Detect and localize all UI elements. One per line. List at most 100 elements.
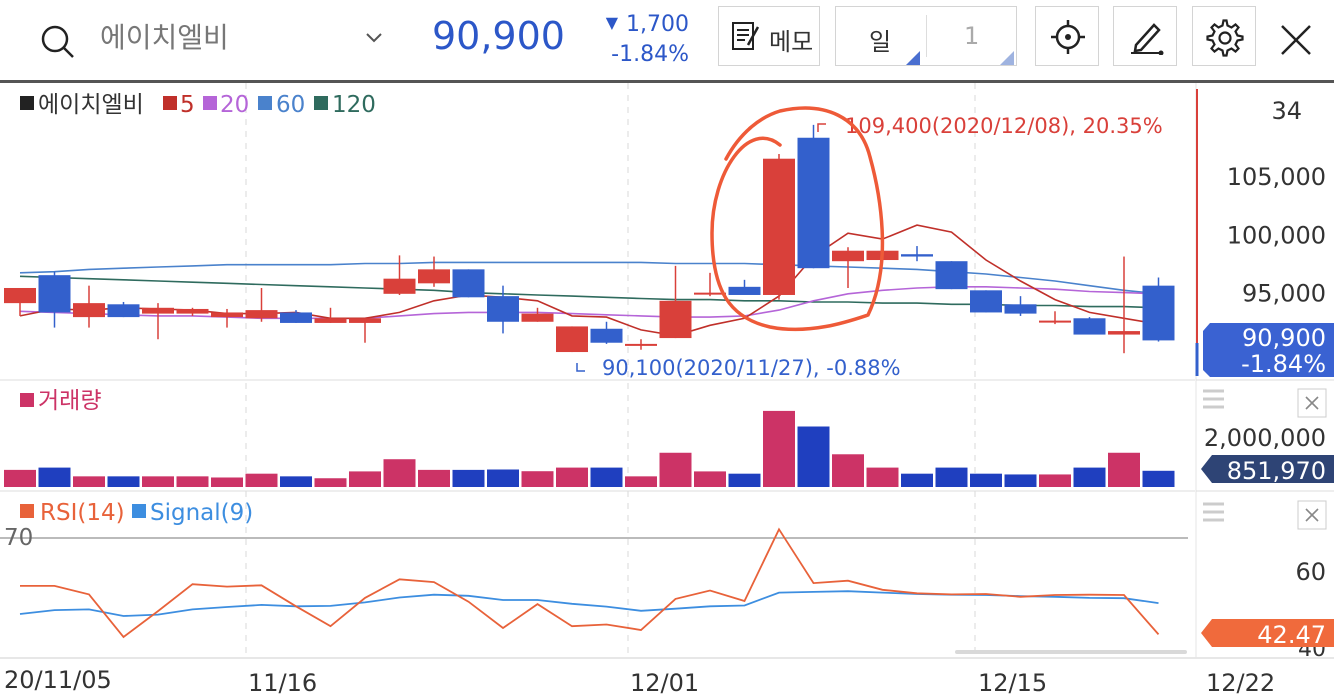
candle	[625, 339, 657, 350]
period-selector[interactable]: 일 1	[835, 6, 1017, 66]
legend-ma20: 20	[220, 92, 249, 118]
candle	[832, 247, 864, 288]
candle	[659, 265, 692, 339]
legend-swatch-volume	[20, 393, 34, 407]
volume-bar	[176, 476, 209, 487]
ma60-line	[19, 261, 1159, 295]
rsi-pane-close-button[interactable]	[1297, 500, 1327, 530]
legend-swatch-ma120	[314, 96, 328, 110]
volume-bar	[314, 478, 347, 487]
volume-bar	[590, 467, 623, 487]
volume-bar	[728, 473, 761, 487]
volume-pane-handle[interactable]	[1203, 389, 1224, 409]
x-tick-label: 20/11/05	[4, 666, 112, 694]
low-annotation: 90,100(2020/11/27), -0.88%	[576, 356, 901, 380]
stock-chart[interactable]: 에이치엘비 5 20 60 120 거래량 RSI(14) Signal(9) …	[0, 83, 1334, 700]
settings-button[interactable]	[1192, 6, 1256, 66]
annotation-circle	[710, 106, 885, 332]
volume-y-tick-label: 2,000,000	[1204, 424, 1326, 452]
legend-volume: 거래량	[38, 388, 101, 414]
high-annotation: 109,400(2020/12/08), 20.35%	[817, 114, 1163, 138]
candle	[107, 301, 140, 318]
candle	[1142, 277, 1175, 342]
change-percent: -1.84%	[611, 42, 689, 67]
crosshair-icon	[1051, 20, 1085, 54]
volume-bar	[1142, 470, 1175, 487]
volume-bar	[866, 467, 899, 487]
volume-series	[4, 410, 1175, 487]
last-change-value: -1.84%	[1241, 350, 1326, 378]
candle	[4, 287, 36, 316]
candle	[1039, 311, 1071, 325]
price-axis: 34 105,000 100,000 95,000	[1227, 97, 1326, 308]
candle	[349, 318, 381, 343]
candle	[694, 272, 726, 297]
volume-bar	[1004, 474, 1037, 487]
y-tick-label: 95,000	[1242, 280, 1326, 308]
candle	[556, 326, 588, 353]
high-annotation-label: 109,400(2020/12/08), 20.35%	[845, 114, 1163, 138]
x-axis: 20/11/05 11/16 12/01 12/15 12/22	[4, 666, 1275, 697]
period-type[interactable]: 일	[869, 28, 892, 56]
legend-ma60: 60	[276, 92, 305, 118]
volume-bar	[142, 476, 174, 487]
volume-bar	[487, 469, 519, 487]
legend-swatch-ma20	[203, 96, 217, 110]
close-icon[interactable]	[1278, 22, 1314, 58]
rsi-legend: RSI(14) Signal(9)	[20, 500, 253, 526]
volume-bar	[521, 471, 554, 487]
legend-swatch-ma60	[258, 96, 272, 110]
legend-signal: Signal(9)	[150, 500, 253, 526]
candle	[314, 307, 347, 323]
volume-bar	[245, 473, 278, 487]
volume-bar	[935, 467, 968, 487]
rsi-level-label: 70	[4, 525, 33, 551]
last-rsi-badge: 42.47	[1201, 619, 1334, 649]
toolbar-divider	[0, 80, 1334, 83]
chevron-down-icon[interactable]	[364, 30, 384, 46]
y-axis-top-label: 34	[1271, 97, 1302, 125]
legend-swatch-ma5	[163, 96, 177, 110]
y-tick-label: 100,000	[1227, 221, 1326, 249]
chart-frame	[0, 83, 1334, 659]
volume-bar	[418, 469, 450, 487]
period-divider	[926, 15, 927, 57]
stock-name[interactable]: 에이치엘비	[100, 21, 229, 54]
rsi-y-tick-label: 60	[1295, 558, 1326, 586]
memo-button[interactable]: 메모	[718, 6, 820, 66]
last-volume-badge: 851,970	[1201, 455, 1334, 485]
candle	[418, 256, 450, 287]
volume-bar	[694, 471, 726, 487]
rsi-line	[20, 527, 1160, 639]
ma20-line	[19, 286, 1159, 320]
legend-ma5: 5	[180, 92, 195, 118]
x-tick-label: 11/16	[248, 669, 317, 697]
search-icon[interactable]	[38, 22, 78, 62]
volume-bar	[211, 477, 243, 487]
candle	[487, 285, 519, 334]
candle	[763, 154, 795, 300]
last-volume-value: 851,970	[1227, 457, 1326, 485]
moving-average-lines	[19, 224, 1159, 337]
candle	[1004, 296, 1037, 316]
candle	[142, 303, 174, 340]
rsi-pane-handle[interactable]	[1203, 502, 1224, 522]
candle	[1073, 317, 1106, 335]
candle	[521, 307, 554, 322]
legend-swatch-stock	[20, 96, 34, 110]
rsi-series	[19, 527, 1160, 639]
candle	[280, 310, 312, 323]
period-value[interactable]: 1	[964, 22, 980, 50]
crosshair-button[interactable]	[1035, 6, 1099, 66]
volume-pane-close-button[interactable]	[1297, 388, 1327, 418]
volume-bar	[73, 476, 105, 487]
change-amount: 1,700	[626, 12, 689, 37]
volume-bar	[1108, 452, 1140, 487]
memo-icon	[732, 22, 760, 50]
draw-button[interactable]	[1113, 6, 1177, 66]
ma5-line	[19, 224, 1159, 337]
down-arrow-icon: ▼	[605, 13, 619, 32]
low-annotation-label: 90,100(2020/11/27), -0.88%	[602, 356, 901, 380]
candlestick-series	[4, 124, 1175, 354]
candle	[73, 285, 105, 328]
